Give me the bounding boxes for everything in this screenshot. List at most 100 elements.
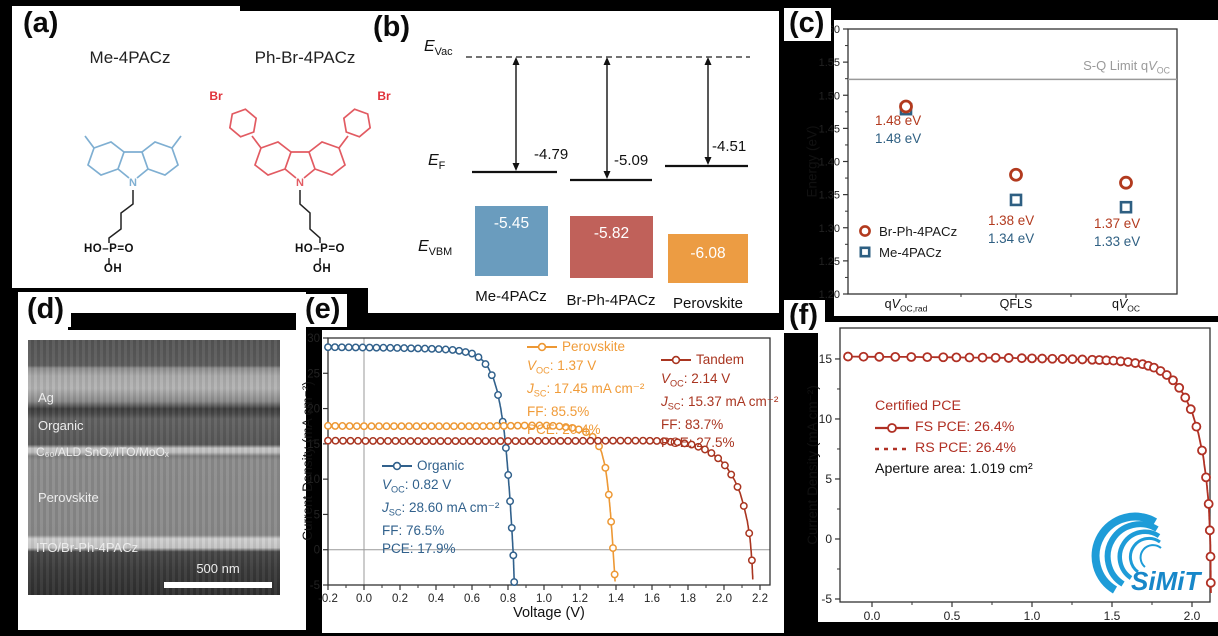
tick-label: 25 xyxy=(307,368,320,380)
c-legend-row-me: Me-4PACz xyxy=(858,242,957,263)
panel-e-background xyxy=(322,330,784,633)
panel-label-e: (e) xyxy=(300,294,348,328)
tick-label: 1.8 xyxy=(680,593,696,605)
data-point-circle xyxy=(899,99,913,114)
tick-label: 1.30 xyxy=(819,223,840,235)
evac-label: EVac xyxy=(424,38,453,59)
ef-value-brph4pacz: -5.09 xyxy=(614,152,649,169)
panel-label-d: (d) xyxy=(22,294,72,328)
data-point-square xyxy=(1119,200,1133,214)
tick-label: 10 xyxy=(307,474,320,486)
tick-label: 0.2 xyxy=(392,593,408,605)
tandem-stats: Tandem VOC: 2.14 V JSC: 15.37 mA cm⁻² FF… xyxy=(661,352,779,451)
alkyl-chain xyxy=(108,190,134,264)
f-legend: Certified PCE FS PCE: 26.4% RS PCE: 26.4… xyxy=(875,396,1033,480)
tick-label: -0.2 xyxy=(318,593,338,605)
sem-layer-perovskite: Perovskite xyxy=(38,490,99,505)
c-xtick-qfls: QFLS xyxy=(999,297,1033,311)
c-xtick-qvocrad: qVOC,rad xyxy=(884,297,928,314)
sem-layer-c60-ald-ito: C₆₀/ALD SnOₓ/ITO/MoOₓ xyxy=(36,445,169,459)
panel-f-background xyxy=(818,322,1218,622)
tick-label: 30 xyxy=(307,333,320,345)
nitrogen-label: N xyxy=(296,177,304,189)
annotation-qvocrad: 1.48 eV 1.48 eV xyxy=(875,113,922,146)
square-marker-icon xyxy=(859,246,871,258)
vacuum-arrows xyxy=(515,64,709,172)
tick-label: 1.4 xyxy=(608,593,625,605)
ef-value-perovskite: -4.51 xyxy=(712,138,747,155)
scale-bar-label: 500 nm xyxy=(196,561,240,576)
tick-label: 1.2 xyxy=(572,593,588,605)
tick-label: 1.55 xyxy=(819,57,840,69)
tick-label: 0.4 xyxy=(428,593,445,605)
perovskite-stats: Perovskite VOC: 1.37 V JSC: 17.45 mA cm⁻… xyxy=(527,339,645,438)
ef-value-me4pacz: -4.79 xyxy=(534,146,569,163)
data-point-square xyxy=(1009,193,1023,207)
chart-c: 1.201.251.301.351.401.451.501.551.60 xyxy=(819,24,1178,301)
line-circle-icon xyxy=(382,461,412,471)
tick-label: 15 xyxy=(307,439,320,451)
aperture-area-note: Aperture area: 1.019 cm² xyxy=(875,461,1033,477)
jv-curve-markers xyxy=(324,436,756,565)
tick-label: -5 xyxy=(310,580,320,592)
tick-label: 20 xyxy=(307,404,320,416)
panel-d-black-bar xyxy=(68,313,296,330)
molecule-1-name: Me-4PACz xyxy=(89,48,171,67)
sem-layer-ito-brph4pacz: ITO/Br-Ph-4PACz xyxy=(36,540,139,555)
tick-label: 0.5 xyxy=(944,609,961,623)
f-y-axis-title: Current Density (mA cm⁻²) xyxy=(805,385,820,545)
nitrogen-label: N xyxy=(129,177,137,189)
fermi-level-lines xyxy=(472,164,748,182)
phosphonic-group-1: HO–P=O xyxy=(84,243,134,255)
dashed-line-icon xyxy=(875,447,909,451)
tick-label: 2.2 xyxy=(752,593,768,605)
f-legend-title: Certified PCE xyxy=(875,398,961,414)
tick-label: -5 xyxy=(821,592,832,606)
c-y-axis-title: Energy (eV) xyxy=(804,125,820,198)
e-x-axis-title: Voltage (V) xyxy=(513,605,585,621)
f-legend-fs-row: FS PCE: 26.4% xyxy=(875,417,1033,438)
tick-label: 1.0 xyxy=(536,593,552,605)
tick-label: 15 xyxy=(819,352,833,366)
organic-stats: Organic VOC: 0.82 V JSC: 28.60 mA cm⁻² F… xyxy=(382,458,500,557)
arrow-heads xyxy=(512,57,712,179)
c-legend-row-brph: Br-Ph-4PACz xyxy=(858,221,957,242)
jv-curve-markers xyxy=(324,421,619,579)
br-label-left: Br xyxy=(209,89,223,103)
tick-label: 1.45 xyxy=(819,123,840,135)
line-circle-icon xyxy=(661,355,691,365)
tick-label: 5 xyxy=(825,472,832,486)
level-name-perovskite: Perovskite xyxy=(672,295,744,312)
c-legend: Br-Ph-4PACz Me-4PACz xyxy=(858,221,957,263)
methyl-bonds xyxy=(84,135,182,149)
f-legend-rs-row: RS PCE: 26.4% xyxy=(875,438,1033,459)
tick-label: 1.5 xyxy=(1104,609,1121,623)
level-name-brph4pacz: Br-Ph-4PACz xyxy=(566,292,656,309)
tick-label: 1.25 xyxy=(819,256,840,268)
circle-marker-icon xyxy=(859,225,871,237)
molecule-ph-br-4pacz: Br Br N xyxy=(209,89,391,264)
c-xtick-qvoc: qVOC xyxy=(1111,297,1141,314)
evbm-label: EVBM xyxy=(418,238,453,259)
annotation-qvoc: 1.37 eV 1.33 eV xyxy=(1094,216,1141,249)
sem-layer-organic: Organic xyxy=(38,418,84,433)
ef-label: EF xyxy=(428,152,446,173)
data-point-circle xyxy=(1119,175,1133,190)
tick-label: 10 xyxy=(819,412,833,426)
tick-label: 2.0 xyxy=(716,593,732,605)
panel-label-c: (c) xyxy=(784,8,832,42)
line-circle-icon xyxy=(527,342,557,352)
evbm-box-brph4pacz: -5.82 xyxy=(570,216,653,278)
tick-label: 2.0 xyxy=(1184,609,1201,623)
level-name-me4pacz: Me-4PACz xyxy=(475,288,547,305)
simit-logo: SiMiT xyxy=(1091,512,1202,596)
bromophenyl-ring-left xyxy=(228,108,258,138)
tick-label: 0.0 xyxy=(356,593,372,605)
tick-label: 1.35 xyxy=(819,190,840,202)
hydroxyl-1: OH xyxy=(103,263,123,275)
tick-label: 0.6 xyxy=(464,593,480,605)
evbm-box-me4pacz: -5.45 xyxy=(475,206,548,276)
tick-label: 1.0 xyxy=(1024,609,1041,623)
